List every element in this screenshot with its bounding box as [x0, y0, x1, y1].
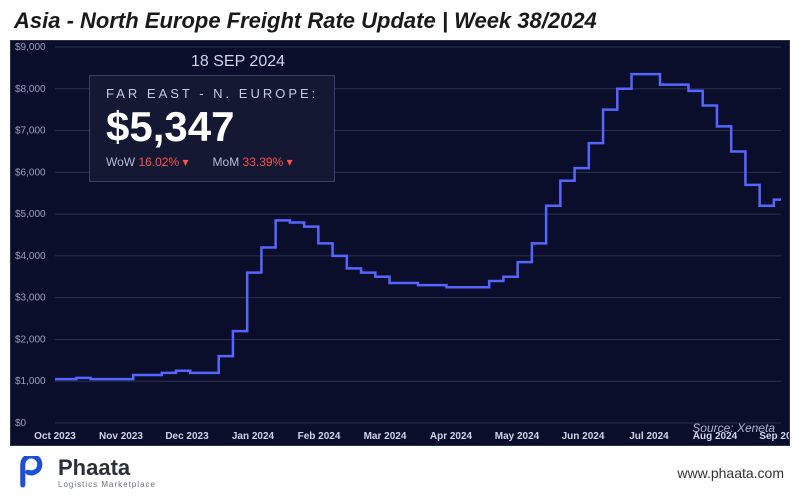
svg-text:May 2024: May 2024	[495, 431, 540, 442]
svg-text:Jan 2024: Jan 2024	[232, 431, 275, 442]
svg-text:$1,000: $1,000	[15, 376, 46, 387]
svg-text:$8,000: $8,000	[15, 84, 46, 95]
wow-stat: WoW 16.02% ▾	[106, 155, 189, 169]
svg-text:$2,000: $2,000	[15, 334, 46, 345]
svg-text:$6,000: $6,000	[15, 167, 46, 178]
logo-subtitle: Logistics Marketplace	[58, 481, 156, 489]
mom-stat: MoM 33.39% ▾	[213, 155, 293, 169]
footer: Phaata Logistics Marketplace www.phaata.…	[0, 450, 800, 500]
svg-text:$9,000: $9,000	[15, 42, 46, 53]
rate-callout: FAR EAST - N. EUROPE: $5,347 WoW 16.02% …	[89, 75, 335, 182]
page-title: Asia - North Europe Freight Rate Update …	[14, 8, 786, 34]
phaata-logo: Phaata Logistics Marketplace	[16, 456, 156, 490]
svg-text:$0: $0	[15, 418, 27, 429]
svg-text:Dec 2023: Dec 2023	[165, 431, 209, 442]
svg-text:$7,000: $7,000	[15, 126, 46, 137]
footer-url: www.phaata.com	[677, 465, 784, 481]
svg-text:Feb 2024: Feb 2024	[298, 431, 341, 442]
logo-mark-icon	[16, 456, 50, 490]
svg-text:Oct 2023: Oct 2023	[34, 431, 76, 442]
svg-text:$4,000: $4,000	[15, 251, 46, 262]
svg-text:Apr 2024: Apr 2024	[430, 431, 473, 442]
callout-route: FAR EAST - N. EUROPE:	[106, 86, 318, 101]
callout-value: $5,347	[106, 103, 318, 151]
callout-date: 18 SEP 2024	[191, 53, 285, 71]
freight-rate-chart: $0 $1,000 $2,000 $3,000 $4,000 $5,000 $6,000 $7…	[10, 40, 790, 446]
chart-container: $0 $1,000 $2,000 $3,000 $4,000 $5,000 $6,000 $7…	[0, 38, 800, 450]
svg-text:Nov 2023: Nov 2023	[99, 431, 143, 442]
svg-text:Jul 2024: Jul 2024	[629, 431, 669, 442]
chart-source: Source: Xeneta	[692, 421, 775, 435]
svg-text:Mar 2024: Mar 2024	[364, 431, 407, 442]
svg-text:$5,000: $5,000	[15, 209, 46, 220]
svg-text:Jun 2024: Jun 2024	[562, 431, 605, 442]
svg-text:$3,000: $3,000	[15, 293, 46, 304]
logo-name: Phaata	[58, 457, 156, 479]
